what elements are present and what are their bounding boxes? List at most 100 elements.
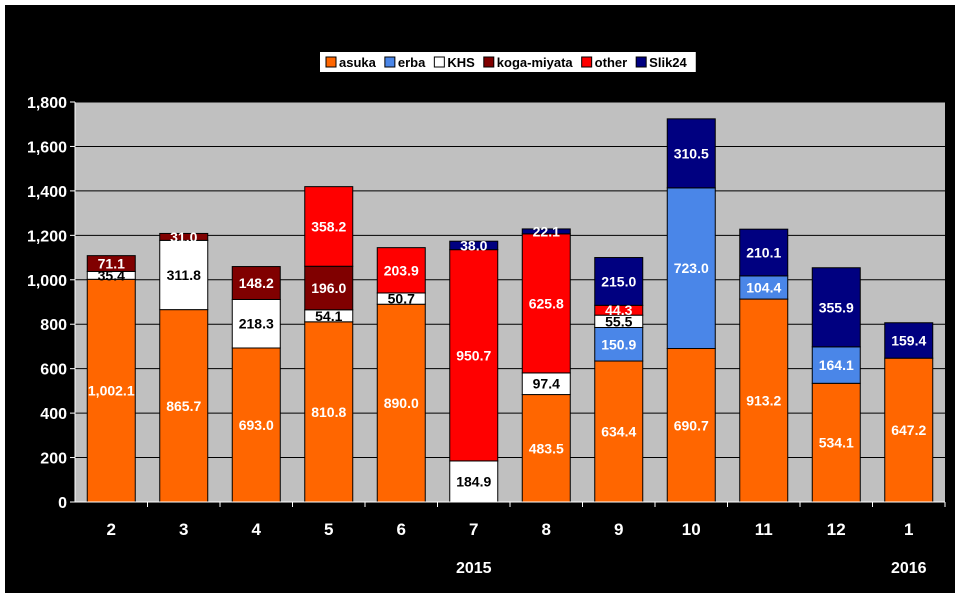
bar-segment-asuka [304, 321, 354, 503]
bar-segment-Slik24 [884, 322, 934, 359]
y-tick-label: 0 [58, 495, 67, 512]
data-label: 693.0 [239, 417, 274, 433]
data-label: 50.7 [388, 291, 415, 307]
legend: asuka erba KHS koga-miyata other Slik24 [320, 52, 696, 72]
data-label: 55.5 [605, 313, 632, 329]
data-label: 215.0 [601, 273, 636, 289]
bar-segment-other [376, 247, 426, 294]
bar-segment-Slik24 [811, 267, 861, 348]
legend-swatch [581, 56, 593, 68]
legend-item-label: erba [398, 55, 426, 70]
data-label: 196.0 [311, 280, 346, 296]
bar-segment-Slik24 [594, 257, 644, 306]
data-label: 355.9 [819, 299, 854, 315]
legend-item-label: other [595, 55, 628, 70]
bar-segment-other [521, 233, 571, 374]
data-label: 358.2 [311, 218, 346, 234]
plot-area [75, 102, 945, 502]
legend-swatch [483, 56, 495, 68]
data-label: 890.0 [384, 395, 419, 411]
bar-segment-Slik24 [449, 240, 499, 251]
y-tick-label: 200 [40, 451, 67, 468]
bar-segment-koga-miyata [159, 232, 209, 241]
bar-segment-Slik24 [521, 228, 571, 235]
data-label: 311.8 [167, 267, 201, 283]
data-label: 148.2 [239, 275, 274, 291]
gridlines [75, 101, 945, 503]
data-label: 310.5 [674, 145, 709, 161]
data-label: 203.9 [384, 262, 419, 278]
data-label: 22.1 [533, 223, 560, 239]
y-tick-label: 1,400 [27, 184, 67, 201]
x-category-label: 6 [397, 520, 406, 539]
legend-item-label: KHS [447, 55, 475, 70]
x-category-label: 11 [755, 520, 773, 539]
bar-segment-other [449, 249, 499, 462]
legend-item-label: Slik24 [649, 55, 687, 70]
y-tick-label: 400 [40, 406, 67, 423]
bar-segment-asuka [666, 348, 716, 503]
data-label: 534.1 [819, 435, 854, 451]
bar-segment-koga-miyata [231, 266, 281, 300]
y-axis: 0 200 400 600 800 1,000 1,200 1,400 1,600 1,800 [27, 95, 76, 512]
data-label: 690.7 [674, 417, 709, 433]
x-category-label: 10 [682, 520, 701, 539]
legend-swatch [384, 56, 396, 68]
bar-segment-erba [594, 326, 644, 362]
legend-swatch [433, 56, 445, 68]
x-axis: 2 3 4 5 6 7 8 9 10 11 12 1 2015 2016 [75, 501, 946, 577]
bar-segment-KHS [159, 239, 209, 311]
bar-segment-other [304, 186, 354, 267]
y-tick-label: 1,600 [27, 139, 67, 156]
data-label: 625.8 [529, 295, 564, 311]
x-category-label: 7 [469, 520, 478, 539]
legend-item-label: asuka [339, 55, 377, 70]
data-label: 865.7 [166, 398, 201, 414]
data-label: 723.0 [674, 260, 709, 276]
data-label: 44.3 [605, 302, 632, 318]
x-category-label: 5 [324, 520, 333, 539]
data-label: 164.1 [819, 357, 854, 373]
bar-segment-asuka [811, 382, 861, 503]
data-label: 150.9 [601, 336, 636, 352]
x-category-label: 3 [179, 520, 188, 539]
data-label: 38.0 [460, 237, 487, 253]
bar-segment-KHS [231, 298, 281, 349]
data-label: 54.1 [315, 308, 342, 324]
data-label: 71.1 [98, 256, 125, 272]
data-label: 913.2 [746, 393, 781, 409]
bar-segment-KHS [449, 460, 499, 503]
data-label: 97.4 [533, 376, 560, 392]
data-label: 210.1 [746, 245, 781, 261]
y-tick-label: 1,200 [27, 228, 67, 245]
data-label: 184.9 [456, 473, 491, 489]
bar-segment-koga-miyata [86, 255, 136, 272]
y-tick-label: 1,800 [27, 95, 67, 112]
bar-segment-erba [666, 187, 716, 350]
data-label: 218.3 [239, 316, 274, 332]
data-label: 1,002.1 [88, 383, 135, 399]
legend-box [320, 52, 696, 72]
bar-segment-koga-miyata [304, 265, 354, 311]
data-label: 950.7 [456, 347, 491, 363]
x-category-label: 4 [252, 520, 262, 539]
bars [86, 118, 934, 503]
bar-segment-asuka [521, 394, 571, 503]
legend-swatch [635, 56, 647, 68]
x-category-label: 8 [542, 520, 551, 539]
data-label: 35.4 [98, 267, 125, 283]
x-category-label: 1 [904, 520, 913, 539]
data-label: 159.4 [891, 332, 926, 348]
legend-item-label: koga-miyata [497, 55, 574, 70]
y-tick-label: 600 [40, 362, 67, 379]
bar-segment-asuka [231, 347, 281, 503]
data-label: 810.8 [311, 404, 346, 420]
data-label: 634.4 [601, 424, 636, 440]
bar-segment-asuka [594, 360, 644, 503]
legend-swatch [325, 56, 337, 68]
x-category-label: 12 [827, 520, 846, 539]
year-label: 2015 [456, 560, 492, 577]
bar-segment-asuka [739, 298, 789, 503]
bar-segment-Slik24 [666, 118, 716, 189]
